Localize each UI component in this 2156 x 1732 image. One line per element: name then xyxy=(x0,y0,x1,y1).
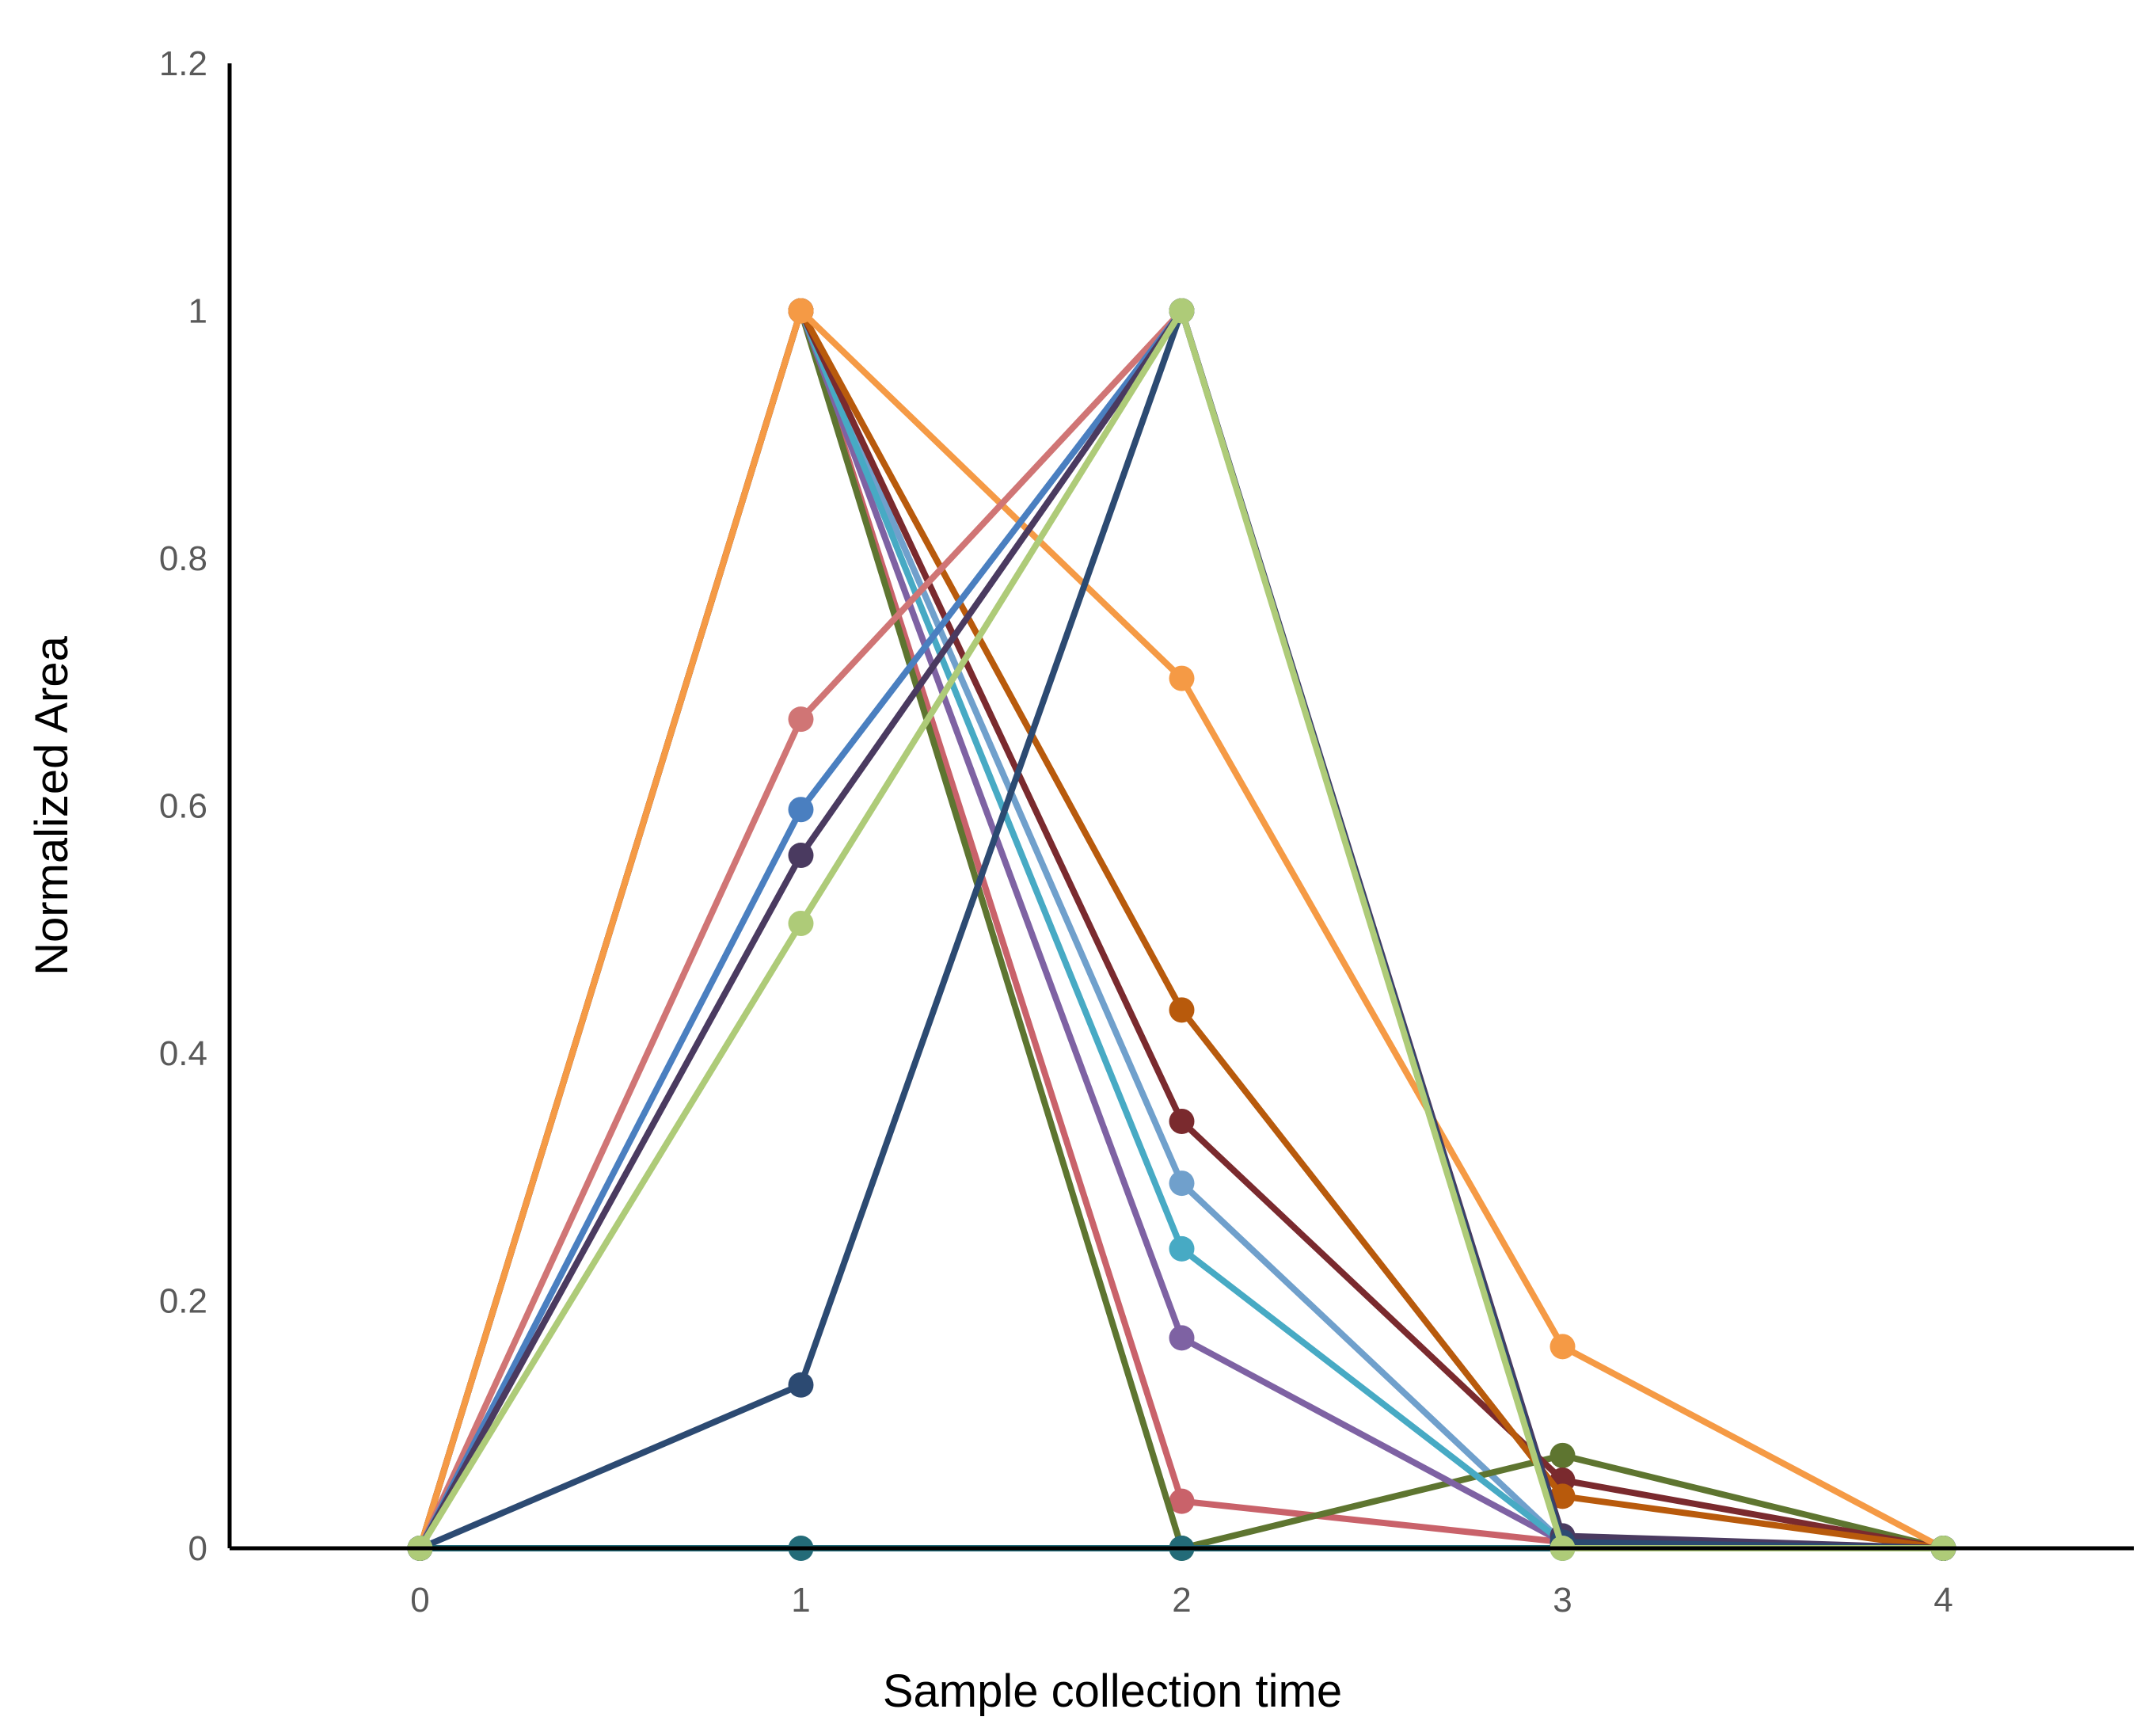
series-lines xyxy=(407,298,1956,1561)
data-point xyxy=(788,797,814,823)
series-5 xyxy=(407,298,1956,1561)
series-1 xyxy=(407,298,1956,1561)
data-point xyxy=(1169,1171,1195,1197)
data-point xyxy=(788,843,814,868)
series-4 xyxy=(407,298,1956,1561)
x-axis-title: Sample collection time xyxy=(883,1665,1342,1717)
series-line xyxy=(416,307,1944,1551)
y-tick-label: 0.6 xyxy=(159,787,207,826)
data-point xyxy=(1169,298,1195,324)
series-14 xyxy=(407,298,1956,1561)
data-point xyxy=(1169,665,1195,691)
x-tick-label: 3 xyxy=(1553,1581,1572,1620)
series-9 xyxy=(407,298,1956,1561)
y-tick-label: 0 xyxy=(188,1529,207,1568)
series-line xyxy=(416,307,1945,1551)
series-8 xyxy=(407,298,1956,1561)
data-point xyxy=(1169,1488,1195,1514)
data-point xyxy=(1550,1442,1576,1468)
series-line xyxy=(416,307,1945,1551)
y-tick-labels: 0 0.2 0.4 0.6 0.8 1 1.2 xyxy=(159,44,207,1568)
series-line xyxy=(416,307,1944,1551)
series-line xyxy=(418,307,1944,1551)
series-line xyxy=(416,307,1944,1551)
data-point xyxy=(788,1372,814,1398)
series-line xyxy=(417,307,1944,1551)
series-3 xyxy=(407,298,1956,1561)
data-point xyxy=(1169,1108,1195,1134)
series-6 xyxy=(407,298,1956,1561)
data-point xyxy=(1169,1235,1195,1262)
data-point xyxy=(1550,1334,1576,1360)
series-10 xyxy=(407,298,1956,1561)
series-line xyxy=(416,307,1944,1551)
series-line xyxy=(416,307,1945,1551)
series-line xyxy=(416,307,1945,1551)
y-axis-title: Normalized Area xyxy=(26,635,78,975)
x-tick-label: 2 xyxy=(1172,1581,1191,1620)
x-tick-label: 1 xyxy=(791,1581,810,1620)
data-point xyxy=(1169,1325,1195,1351)
series-line xyxy=(416,307,1944,1551)
series-line xyxy=(416,307,1944,1551)
series-2 xyxy=(407,298,1956,1561)
data-point xyxy=(1169,997,1195,1023)
y-tick-label: 1.2 xyxy=(159,44,207,83)
series-7 xyxy=(407,298,1956,1561)
series-11 xyxy=(407,298,1956,1561)
y-tick-label: 0.2 xyxy=(159,1282,207,1321)
y-tick-label: 0.4 xyxy=(159,1034,207,1073)
data-point xyxy=(1550,1483,1576,1509)
x-tick-label: 4 xyxy=(1934,1581,1953,1620)
y-tick-label: 0.8 xyxy=(159,539,207,578)
x-tick-labels: 0 1 2 3 4 xyxy=(410,1581,1953,1620)
series-12 xyxy=(407,298,1956,1561)
y-tick-label: 1 xyxy=(188,292,207,331)
x-tick-label: 0 xyxy=(410,1581,429,1620)
series-line xyxy=(416,307,1944,1551)
data-point xyxy=(788,706,814,733)
data-point xyxy=(788,910,814,936)
data-point xyxy=(788,298,814,324)
